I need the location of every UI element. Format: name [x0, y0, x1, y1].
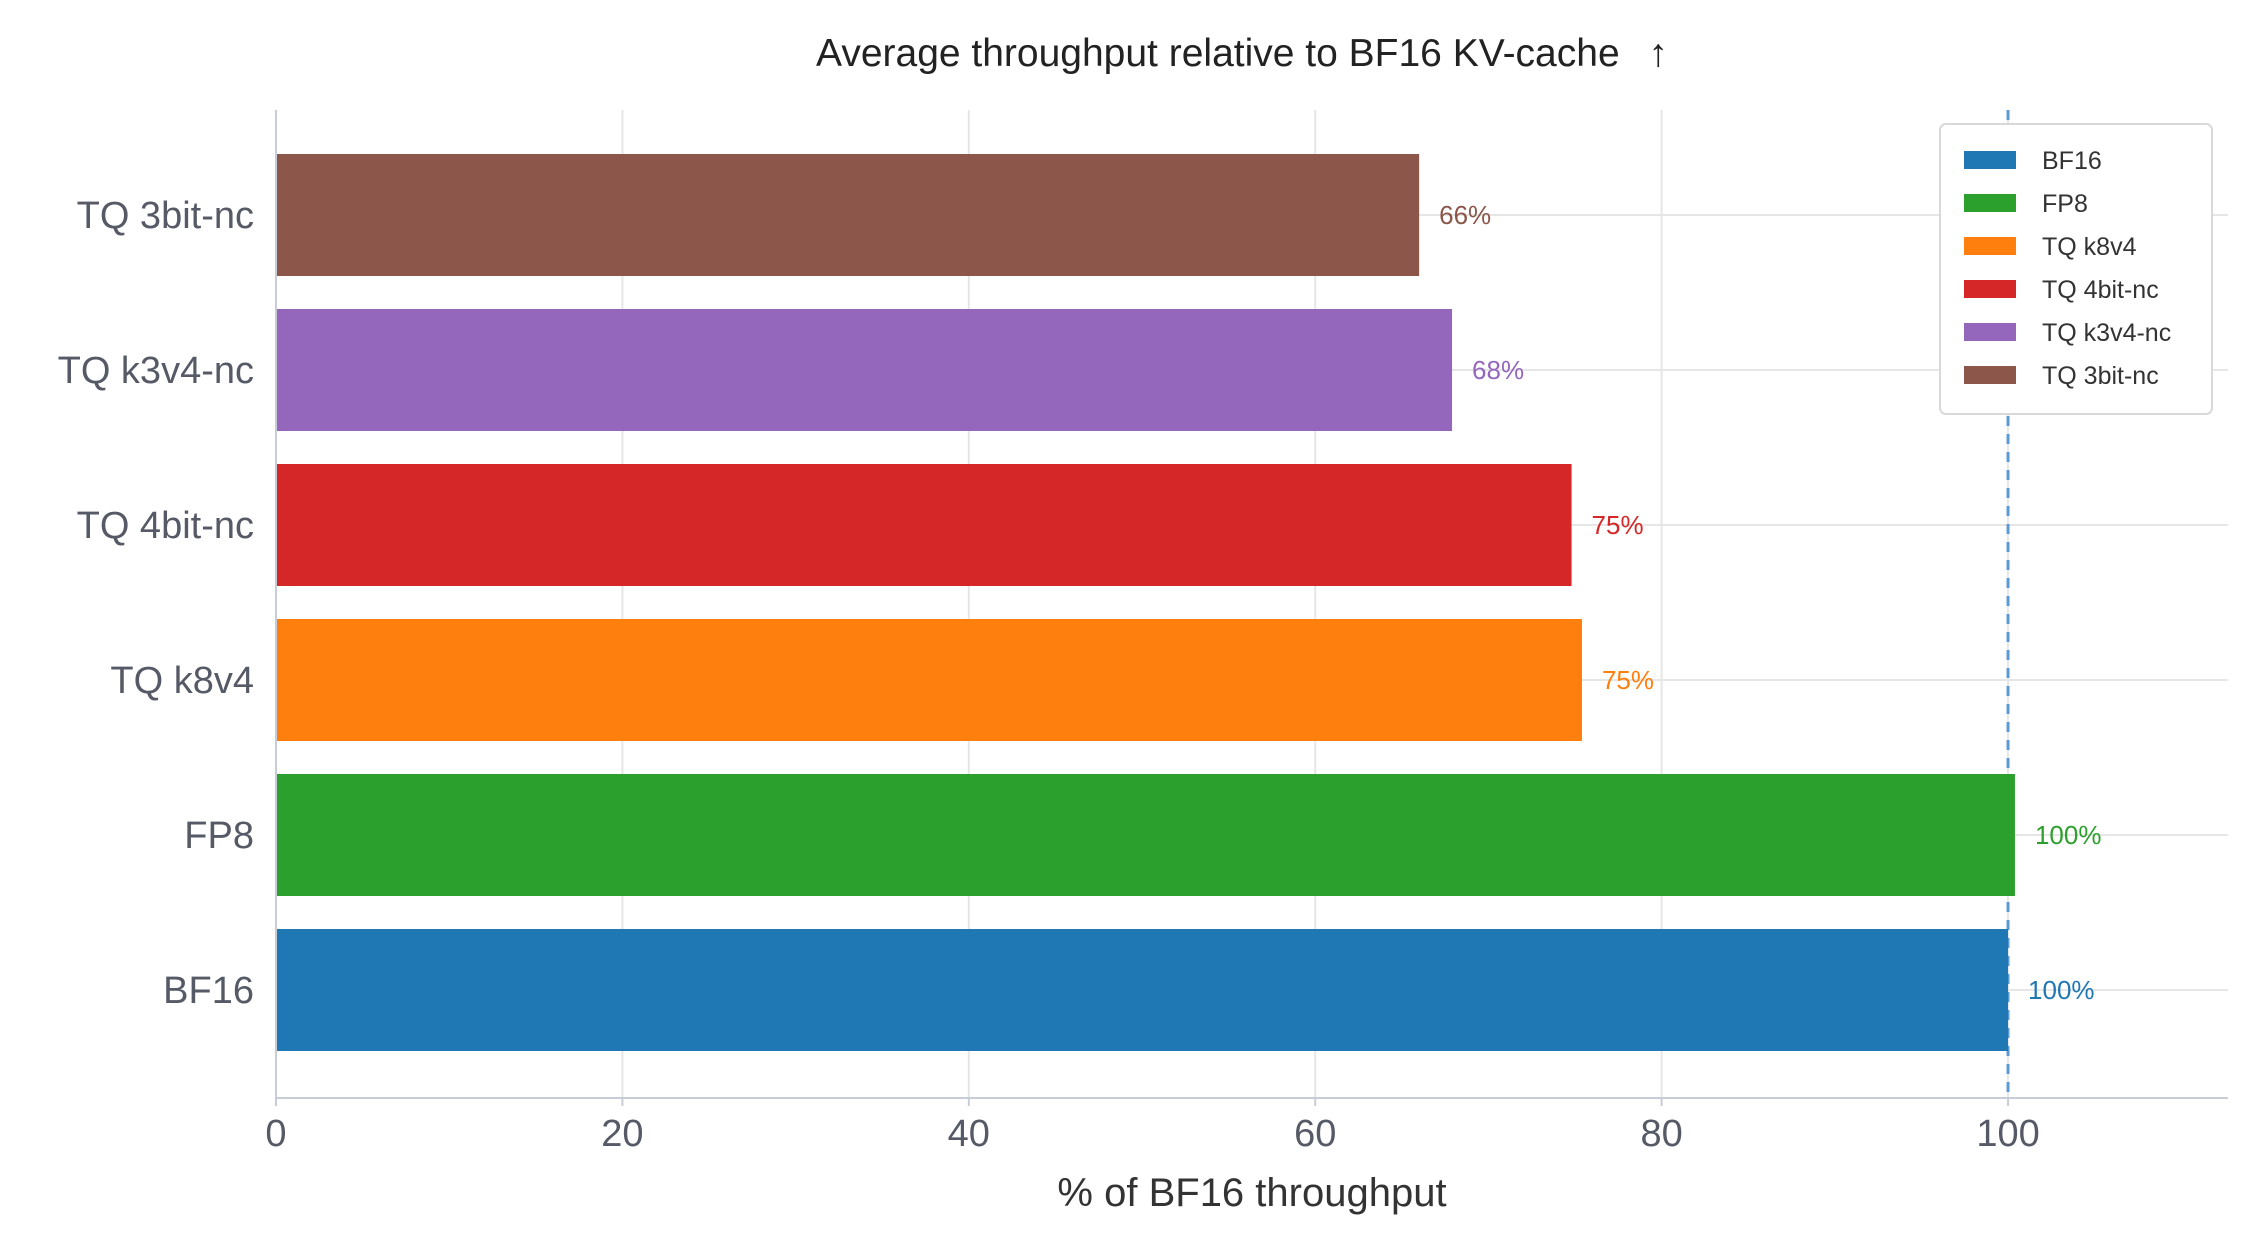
legend-label: TQ 3bit-nc: [2042, 362, 2159, 390]
data-labels: 100% 100% 75% 75% 68% 66%: [1439, 200, 2101, 1005]
x-tick-label: 40: [948, 1113, 990, 1155]
bar-tq-4bit-nc: [276, 464, 1572, 586]
legend-label: TQ k3v4-nc: [2042, 319, 2171, 347]
data-label: 75%: [1602, 665, 1654, 695]
legend-swatch: [1964, 280, 2016, 298]
x-tick-label: 100: [1976, 1113, 2039, 1155]
chart-title-text: Average throughput relative to BF16 KV-c…: [816, 32, 1620, 75]
y-tick-label: TQ k3v4-nc: [58, 350, 254, 392]
title-arrow-icon: ↑: [1648, 32, 1668, 75]
legend: BF16 FP8 TQ k8v4 TQ 4bit-nc TQ k3v4-nc TQ 3bi…: [1939, 123, 2213, 415]
data-label: 66%: [1439, 200, 1491, 230]
y-tick-label: TQ 4bit-nc: [77, 505, 254, 547]
y-tick-label: FP8: [184, 815, 254, 857]
data-label: 68%: [1472, 355, 1524, 385]
y-tick-label: TQ 3bit-nc: [77, 195, 254, 237]
x-tick-label: 0: [265, 1113, 286, 1155]
x-axis-label: % of BF16 throughput: [1057, 1171, 1446, 1215]
legend-swatch: [1964, 237, 2016, 255]
data-label: 75%: [1592, 510, 1644, 540]
legend-label: FP8: [2042, 190, 2088, 218]
legend-swatch: [1964, 366, 2016, 384]
bar-tq-k3v4-nc: [276, 309, 1453, 431]
x-tick-label: 60: [1294, 1113, 1336, 1155]
y-tick-label: BF16: [163, 970, 254, 1012]
y-tick-label: TQ k8v4: [110, 660, 254, 702]
legend-swatch: [1964, 194, 2016, 212]
bar-tq-k8v4: [276, 619, 1582, 741]
chart-title: Average throughput relative to BF16 KV-c…: [816, 32, 1668, 75]
bar-bf16: [276, 929, 2009, 1051]
bar-fp8: [276, 774, 2015, 896]
x-tick-label: 20: [601, 1113, 643, 1155]
legend-swatch: [1964, 151, 2016, 169]
y-tick-labels: BF16 FP8 TQ k8v4 TQ 4bit-nc TQ k3v4-nc TQ 3bi…: [58, 195, 254, 1012]
bar-tq-3bit-nc: [276, 154, 1420, 276]
legend-items: BF16 FP8 TQ k8v4 TQ 4bit-nc TQ k3v4-nc TQ 3bi…: [1964, 147, 2171, 390]
x-tick-labels: 0 20 40 60 80 100: [265, 1113, 2039, 1155]
legend-label: TQ k8v4: [2042, 233, 2137, 261]
data-label: 100%: [2028, 975, 2095, 1005]
legend-label: TQ 4bit-nc: [2042, 276, 2159, 304]
x-tick-label: 80: [1640, 1113, 1682, 1155]
data-label: 100%: [2035, 820, 2101, 850]
axes: [275, 110, 2228, 1106]
legend-swatch: [1964, 323, 2016, 341]
bars: [276, 154, 2015, 1051]
legend-label: BF16: [2042, 147, 2102, 175]
